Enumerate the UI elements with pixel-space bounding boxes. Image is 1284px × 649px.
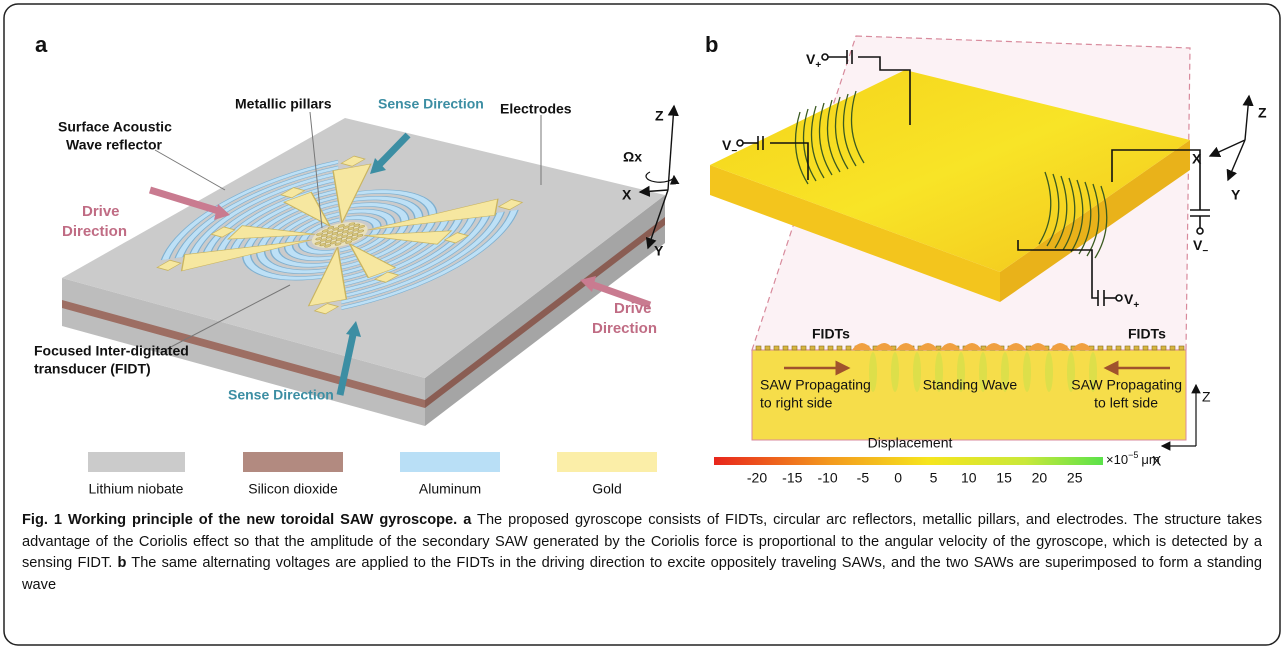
legend-label: Silicon dioxide: [248, 481, 338, 497]
annotation: Sense Direction: [378, 96, 484, 112]
legend-swatch: [557, 452, 657, 472]
fidt-finger: [828, 346, 833, 350]
caption-text: The same alternating voltages are applie…: [22, 555, 1262, 593]
panel-label: a: [35, 32, 48, 57]
wave-node: [1023, 352, 1031, 392]
legend-swatch: [88, 452, 185, 472]
fidt-finger: [783, 346, 788, 350]
colorbar-tick-label: 15: [996, 470, 1012, 486]
fidt-finger: [765, 346, 770, 350]
caption-label: a: [463, 512, 471, 528]
annotation: Direction: [592, 320, 657, 337]
legend: Lithium niobate Silicon dioxide Aluminum…: [88, 452, 657, 497]
fidt-finger: [1107, 346, 1112, 350]
fidt-finger: [792, 346, 797, 350]
fidt-finger: [1161, 346, 1166, 350]
colorbar-title: Displacement: [868, 435, 953, 451]
axis-label: Ωx: [623, 149, 642, 165]
colorbar-ticks: -20 -15 -10 -5 0 5 10 15 20 25: [747, 470, 1083, 486]
fidt-finger: [756, 346, 761, 350]
colorbar-tick-label: -5: [857, 470, 870, 486]
fidt-finger: [1152, 346, 1157, 350]
axis-label: Y: [654, 243, 664, 259]
annotation: Electrodes: [500, 101, 572, 117]
annotation: Wave reflector: [66, 137, 163, 153]
axis-label: Z: [1202, 389, 1211, 405]
colorbar: [714, 457, 1103, 465]
fidt-finger: [1116, 346, 1121, 350]
voltage: V+: [806, 51, 821, 71]
wave-node: [913, 352, 921, 392]
annotation: Sense Direction: [228, 387, 334, 403]
legend-swatch: [400, 452, 500, 472]
annotation: Focused Inter-digitated: [34, 343, 189, 359]
page: a Metallic pillars Sense Direction Surfa…: [0, 0, 1284, 649]
wave-node: [1045, 352, 1053, 392]
axis-label: Z: [1258, 105, 1267, 121]
legend-swatch: [243, 452, 343, 472]
fidt-finger: [774, 346, 779, 350]
colorbar-tick-label: -15: [782, 470, 802, 486]
caption-label: b: [117, 555, 126, 571]
annotation: SAW Propagating: [1071, 377, 1182, 393]
axis-label: Z: [655, 108, 664, 124]
panel-label: b: [705, 32, 718, 57]
voltage: V−: [722, 137, 737, 157]
annotation: Surface Acoustic: [58, 119, 172, 135]
annotation: SAW Propagating: [760, 377, 871, 393]
colorbar-tick-label: 25: [1067, 470, 1083, 486]
annotation: Drive: [614, 300, 652, 317]
legend-label: Aluminum: [419, 481, 481, 497]
fidt-finger: [810, 346, 815, 350]
voltage: V−: [1193, 237, 1208, 257]
annotation: transducer (FIDT): [34, 361, 151, 377]
caption: Fig. 1 Working principle of the new toro…: [22, 510, 1262, 596]
annotation: Direction: [62, 223, 127, 240]
fidt-finger: [1125, 346, 1130, 350]
wave-node: [891, 352, 899, 392]
colorbar-tick-label: -20: [747, 470, 767, 486]
fidt-finger: [801, 346, 806, 350]
fidt-finger: [1179, 346, 1184, 350]
annotation: FIDTs: [812, 326, 850, 342]
fidt-finger: [819, 346, 824, 350]
fidt-finger: [1143, 346, 1148, 350]
fidt-finger: [1098, 346, 1103, 350]
annotation: to right side: [760, 395, 833, 411]
axis-label: X: [1192, 151, 1202, 167]
legend-label: Gold: [592, 481, 622, 497]
fidt-finger: [837, 346, 842, 350]
axis-label: Y: [1231, 187, 1241, 203]
fidt-finger: [1170, 346, 1175, 350]
annotation: Drive: [82, 203, 120, 220]
fidt-finger: [1134, 346, 1139, 350]
annotation: Standing Wave: [923, 377, 1018, 393]
annotation: FIDTs: [1128, 326, 1166, 342]
colorbar-tick-label: 10: [961, 470, 977, 486]
axes-b: [1210, 96, 1249, 180]
annotation: to left side: [1094, 395, 1158, 411]
fidt-finger: [846, 346, 851, 350]
colorbar-tick-label: 20: [1032, 470, 1048, 486]
colorbar-tick-label: -10: [817, 470, 837, 486]
axis-label: X: [622, 187, 632, 203]
legend-label: Lithium niobate: [89, 481, 184, 497]
caption-title: Fig. 1 Working principle of the new toro…: [22, 512, 457, 528]
colorbar-tick-label: 0: [894, 470, 902, 486]
colorbar-tick-label: 5: [930, 470, 938, 486]
annotation: Metallic pillars: [235, 96, 332, 112]
